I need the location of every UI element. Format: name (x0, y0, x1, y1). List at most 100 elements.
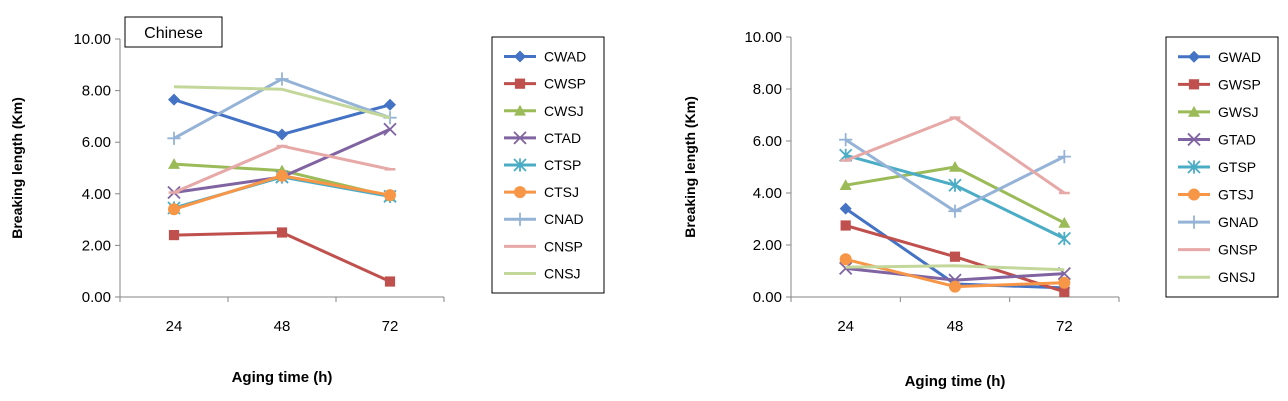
right-data-point (839, 261, 853, 276)
left-data-point-shape (384, 276, 396, 287)
right-series-gnsj (845, 264, 1065, 272)
right-data-point-shape (839, 253, 852, 266)
left-data-point-shape (383, 122, 397, 136)
right-legend-label: GNSP (1218, 242, 1258, 258)
left-legend-marker (513, 131, 527, 145)
left-y-tick-label: 8.00 (82, 83, 111, 100)
right-legend-marker (1187, 215, 1201, 229)
left-data-point (384, 189, 396, 202)
right-legend-item: GWAD (1178, 49, 1261, 65)
right-legend-label: GTSJ (1218, 187, 1254, 203)
right-y-axis-title: Breaking length (Km) (682, 96, 698, 238)
left-legend-label: CNAD (544, 211, 584, 227)
left-data-point (383, 122, 397, 136)
left-legend-label: CWSJ (544, 103, 584, 119)
left-legend-item: CNSP (504, 238, 583, 254)
left-legend-marker (514, 104, 526, 116)
right-x-axis-title: Aging time (h) (905, 373, 1006, 390)
right-legend-marker-shape (1188, 105, 1200, 117)
left-data-point (168, 158, 180, 169)
right-data-point-shape (839, 133, 853, 147)
left-x-tick-label: 24 (166, 318, 183, 335)
left-legend-marker-shape (513, 212, 527, 226)
left-data-point (384, 98, 396, 111)
left-y-tick-label: 2.00 (82, 237, 111, 254)
right-legend-marker (1187, 160, 1201, 174)
left-legend-marker-shape (514, 78, 526, 89)
right-data-point (839, 253, 852, 266)
chart-right: 0.00 2.00 4.00 6.00 8.00 10.00 24 48 72 Breaking … (660, 0, 1288, 401)
left-legend-label: CTSP (544, 157, 581, 173)
left-legend-marker-shape (514, 186, 526, 199)
right-legend-label: GWAD (1218, 49, 1261, 65)
left-legend-item: CNAD (504, 211, 584, 227)
right-data-point (948, 178, 962, 192)
left-data-point-shape (168, 203, 180, 216)
left-legend-marker (514, 186, 526, 199)
right-series-gtsj (839, 253, 1071, 293)
right-data-point (839, 202, 852, 215)
left-data-point (168, 93, 180, 106)
right-legend-marker (1187, 132, 1201, 147)
right-legend-label: GTSP (1218, 159, 1256, 175)
right-series-gnsp (840, 116, 1070, 195)
left-legend-item: CWSP (504, 76, 586, 92)
left-data-point-shape (168, 93, 180, 106)
left-legend-marker (513, 212, 527, 226)
right-data-point (949, 161, 961, 172)
right-legend-item: GNSJ (1178, 269, 1255, 285)
right-legend-label: GWSP (1218, 76, 1261, 92)
right-data-point-shape (839, 179, 852, 190)
left-legend-item: CNSJ (504, 265, 581, 281)
left-data-point-shape (168, 229, 180, 241)
right-legend-item: GTAD (1178, 131, 1256, 147)
left-series-line (173, 231, 391, 283)
left-legend-label: CNSJ (544, 265, 581, 281)
right-x-tick-label: 24 (837, 318, 854, 335)
left-y-tick-label: 6.00 (82, 134, 111, 151)
left-series-cnsp (168, 144, 396, 194)
right-data-point-shape (949, 251, 961, 262)
left-legend-label: CTSJ (544, 184, 579, 200)
left-legend: CWAD CWSP CWSJ CTAD CTSP CTSJ CNAD CNSP CNSJ (491, 36, 605, 294)
left-legend-marker-shape (514, 50, 526, 63)
left-series-ctsj (168, 169, 396, 216)
right-legend-label: GNAD (1218, 214, 1258, 230)
right-data-point-shape (1058, 276, 1071, 289)
right-data-point (949, 280, 961, 293)
left-legend-item: CTAD (504, 130, 581, 146)
right-legend-marker (1188, 50, 1200, 63)
right-data-point-shape (1059, 286, 1070, 297)
right-data-point-shape (1057, 150, 1071, 164)
right-legend-marker-shape (1188, 188, 1200, 201)
left-legend-marker (514, 50, 526, 63)
right-data-point-shape (948, 178, 962, 192)
right-y-tick-label: 10.00 (744, 29, 782, 46)
left-y-tick-label: 0.00 (82, 289, 111, 306)
right-y-tick-label: 4.00 (753, 185, 782, 202)
right-legend-item: GNSP (1178, 242, 1258, 258)
left-data-point (275, 72, 289, 86)
left-y-axis-title: Breaking length (Km) (9, 97, 25, 239)
left-legend-label: CNSP (544, 238, 583, 254)
left-legend-item: CTSP (504, 157, 581, 173)
left-legend-marker (513, 158, 527, 172)
right-data-point-shape (840, 220, 851, 231)
right-series-line (844, 138, 1066, 213)
right-legend-label: GTAD (1218, 131, 1256, 147)
right-x-tick-label: 48 (947, 318, 964, 335)
left-x-tick-label: 48 (274, 318, 291, 335)
right-data-point-shape (839, 202, 852, 215)
left-data-point (168, 229, 180, 241)
right-series-gwsj (839, 161, 1071, 228)
right-data-point (1057, 150, 1071, 164)
right-series-gwsp (840, 220, 1070, 297)
left-x-axis-title: Aging time (h) (232, 369, 333, 386)
right-data-point-shape (949, 280, 961, 293)
left-series-cnsj (173, 85, 391, 120)
right-legend-marker-shape (1188, 79, 1200, 90)
right-data-point-shape (948, 204, 962, 218)
left-data-point-shape (276, 227, 288, 238)
right-y-tick-label: 2.00 (753, 237, 782, 254)
left-legend-item: CWAD (504, 49, 586, 65)
